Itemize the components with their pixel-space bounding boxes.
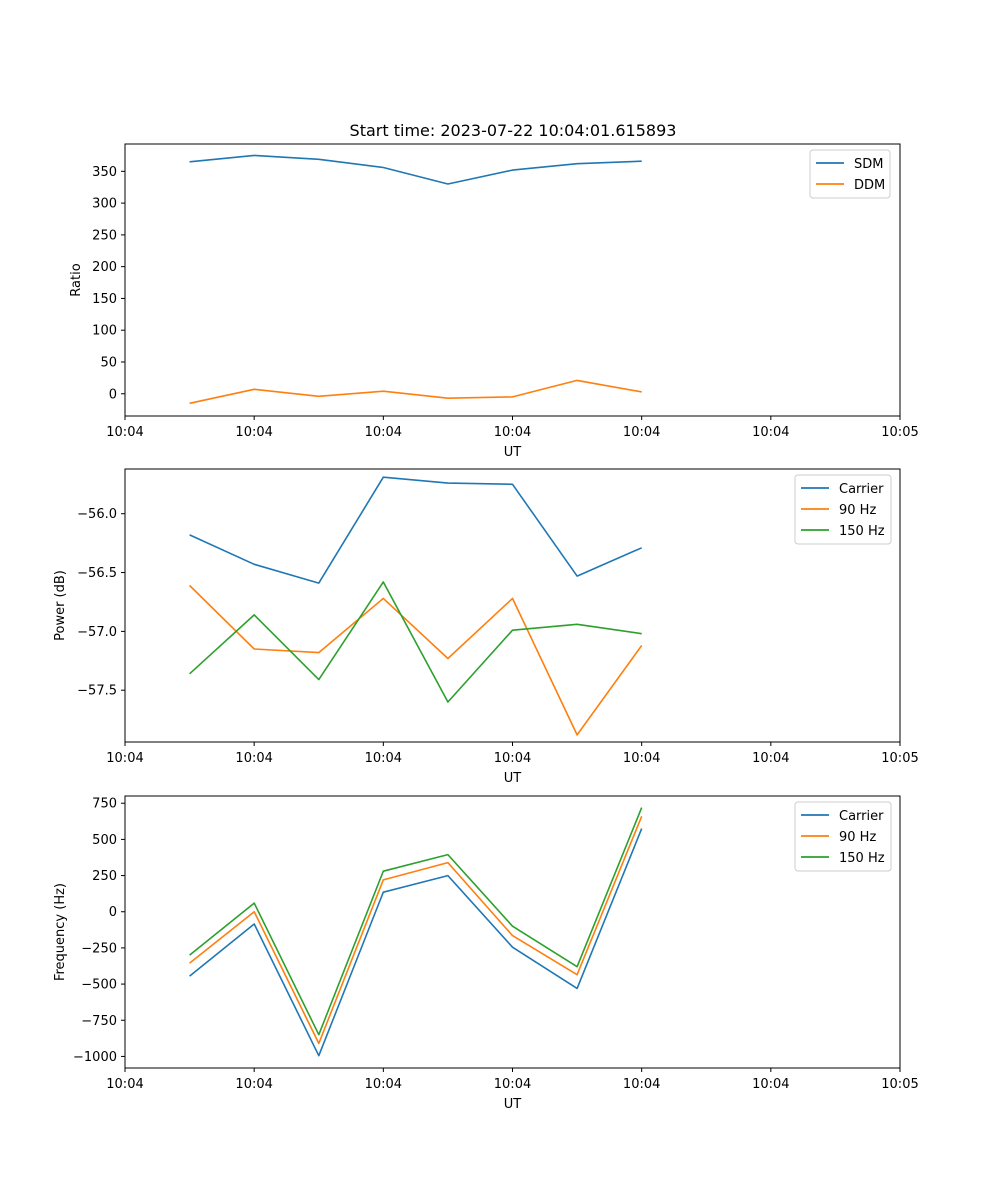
chart-2-y-tick-label: −56.5 (77, 566, 117, 581)
chart-1-x-axis-label: UT (504, 445, 522, 460)
chart-3-legend-label: Carrier (839, 809, 884, 824)
chart-2-x-tick-label: 10:04 (494, 751, 531, 766)
chart-3-x-tick-label: 10:05 (881, 1077, 918, 1092)
chart-1-y-tick-label: 200 (92, 260, 117, 275)
chart-3-x-tick-label: 10:04 (623, 1077, 660, 1092)
chart-3-y-tick-label: −250 (81, 941, 117, 956)
chart-1-legend-box (809, 149, 891, 199)
chart-2-x-tick-label: 10:04 (623, 751, 660, 766)
chart-1-legend-label: DDM (854, 178, 885, 193)
chart-1-y-tick-label: 0 (109, 387, 117, 402)
chart-1-y-tick-label: 300 (92, 197, 117, 212)
chart-3-y-tick-label: 500 (92, 833, 117, 848)
chart-1-x-tick-label: 10:04 (752, 425, 789, 440)
chart-1-legend-label: SDM (854, 157, 883, 172)
chart-2-legend-label: Carrier (839, 482, 884, 497)
chart-2-x-tick-label: 10:05 (881, 751, 918, 766)
chart-3-y-tick-label: −1000 (73, 1050, 117, 1065)
chart-2-legend-box (794, 474, 892, 545)
chart-1-panel: 10:04 10:04 10:04 10:04 10:04 10:04 10:05 0 50 10… (69, 143, 919, 460)
chart-3-legend-label: 150 Hz (839, 851, 885, 866)
chart-2-y-tick-label: −57.0 (77, 625, 117, 640)
chart-3-legend-label: 90 Hz (839, 830, 876, 845)
chart-2-panel: 10:04 10:04 10:04 10:04 10:04 10:04 10:05 −57.5… (53, 468, 919, 786)
chart-3-series-carrier-line (189, 828, 643, 1057)
chart-2-x-tick-label: 10:04 (235, 751, 272, 766)
chart-1-y-tick-label: 250 (92, 228, 117, 243)
panels: 10:04 10:04 10:04 10:04 10:04 10:04 10:05 0 50 10… (53, 143, 919, 1112)
chart-1-y-axis-label: Ratio (69, 263, 84, 296)
chart-2-y-tick-label: −56.0 (77, 507, 117, 522)
chart-1-x-tick-label: 10:04 (365, 425, 402, 440)
chart-3-x-tick-label: 10:04 (106, 1077, 143, 1092)
chart-3-legend-box (794, 801, 892, 872)
chart-1-series-ddm-line (189, 379, 642, 405)
chart-3-y-tick-label: 0 (109, 905, 117, 920)
chart-3-series-150-hz-line (189, 807, 643, 1036)
chart-1-x-tick-label: 10:05 (881, 425, 918, 440)
chart-1-x-tick-label: 10:04 (235, 425, 272, 440)
chart-2-series-carrier-line (189, 476, 643, 584)
figure-title: Start time: 2023-07-22 10:04:01.615893 (350, 121, 677, 140)
chart-1-y-tick-label: 100 (92, 324, 117, 339)
chart-3-y-tick-label: −750 (81, 1014, 117, 1029)
chart-3-x-tick-label: 10:04 (235, 1077, 272, 1092)
chart-3-series-90-hz-line (189, 815, 643, 1045)
chart-2-y-tick-label: −57.5 (77, 684, 117, 699)
chart-3-y-tick-label: 750 (92, 797, 117, 812)
chart-1-x-tick-label: 10:04 (494, 425, 531, 440)
chart-1-y-tick-label: 50 (100, 355, 117, 370)
chart-3-x-tick-label: 10:04 (494, 1077, 531, 1092)
chart-2-x-tick-label: 10:04 (365, 751, 402, 766)
chart-3-panel: 10:04 10:04 10:04 10:04 10:04 10:04 10:05 −1000… (53, 795, 919, 1112)
chart-3-x-axis-label: UT (504, 1097, 522, 1112)
chart-3-y-tick-label: −500 (81, 978, 117, 993)
chart-3-x-tick-label: 10:04 (365, 1077, 402, 1092)
chart-2-x-tick-label: 10:04 (752, 751, 789, 766)
chart-1-y-tick-label: 350 (92, 165, 117, 180)
chart-2-x-tick-label: 10:04 (106, 751, 143, 766)
chart-1-x-tick-label: 10:04 (623, 425, 660, 440)
chart-2-x-axis-label: UT (504, 771, 522, 786)
chart-2-series-150-hz-line (189, 581, 642, 703)
chart-3-x-tick-label: 10:04 (752, 1077, 789, 1092)
chart-1-y-tick-label: 150 (92, 292, 117, 307)
chart-1-x-tick-label: 10:04 (106, 425, 143, 440)
chart-2-series-90-hz-line (189, 584, 643, 736)
chart-3-y-axis-label: Frequency (Hz) (53, 883, 68, 981)
chart-2-legend-label: 150 Hz (839, 524, 885, 539)
chart-2-y-axis-label: Power (dB) (53, 570, 68, 641)
chart-2-legend-label: 90 Hz (839, 503, 876, 518)
chart-3-y-tick-label: 250 (92, 869, 117, 884)
chart-1-series-sdm-line (189, 154, 642, 185)
